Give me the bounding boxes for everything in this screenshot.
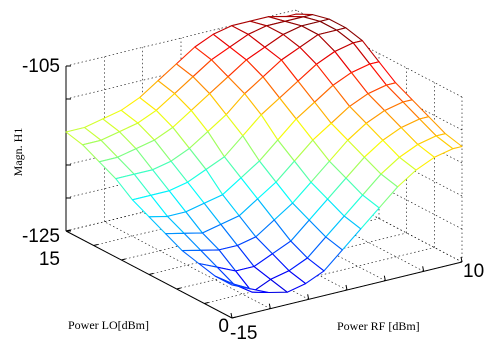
y-tick-label: 0 [218,316,229,337]
x-axis-label: Power RF [dBm] [337,319,420,333]
x-tick-mark [460,256,463,263]
grid-line [176,232,407,290]
y-tick-mark [204,302,209,304]
y-tick-mark [121,258,126,261]
grid-line [104,221,271,309]
x-tick-label: 10 [463,261,484,282]
surface-mesh [65,13,463,294]
y-tick-label: 15 [39,249,60,270]
y-tick-mark [176,287,181,290]
y-tick-mark [231,316,237,319]
x-tick-mark [422,266,425,272]
y-tick-mark [148,273,154,275]
y-tick-mark [93,244,98,246]
x-tick-mark [230,312,233,319]
z-axis-label: Magn. H1 [11,128,25,177]
x-tick-label: -15 [230,323,257,343]
z-tick-label: -105 [22,56,60,77]
x-tick-mark [307,294,310,300]
x-tick-mark [345,284,348,291]
x-tick-mark [383,275,386,281]
y-tick-mark [65,229,71,232]
x-tick-mark [268,303,271,309]
z-tick-label: -125 [22,226,60,247]
y-axis-label: Power LO[dBm] [68,318,149,332]
grid-line [204,247,435,304]
surface-cell [214,275,251,290]
axis-labels: -105 -125 15 0 -15 10 Magn. H1 Power LO[… [11,56,484,343]
